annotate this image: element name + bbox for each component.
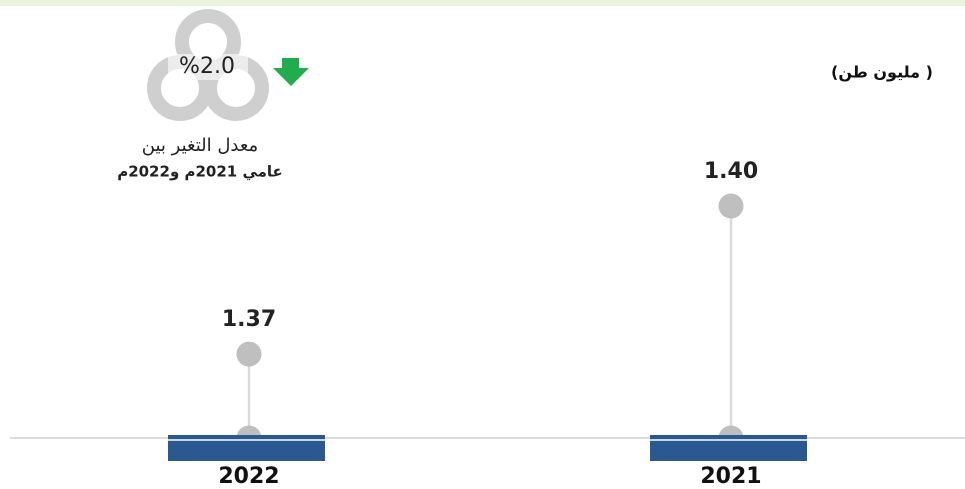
change-label: %2.0 [179,54,235,79]
unit-label: (مليون طن ) [831,63,933,82]
x-tick-label: 2021 [700,464,761,489]
category-box [168,435,325,461]
dot [236,341,262,367]
x-tick-label: 2022 [218,464,279,489]
value-label: 1.37 [222,307,276,332]
change-caption: عامي 2021م و2022م [117,163,283,181]
change-caption: معدل التغير بين [142,135,258,156]
change-bg [168,54,248,80]
category-box [650,435,807,461]
down-arrow [273,58,309,86]
dot [718,193,744,219]
top-strip [0,0,965,6]
value-label: 1.40 [704,159,758,184]
